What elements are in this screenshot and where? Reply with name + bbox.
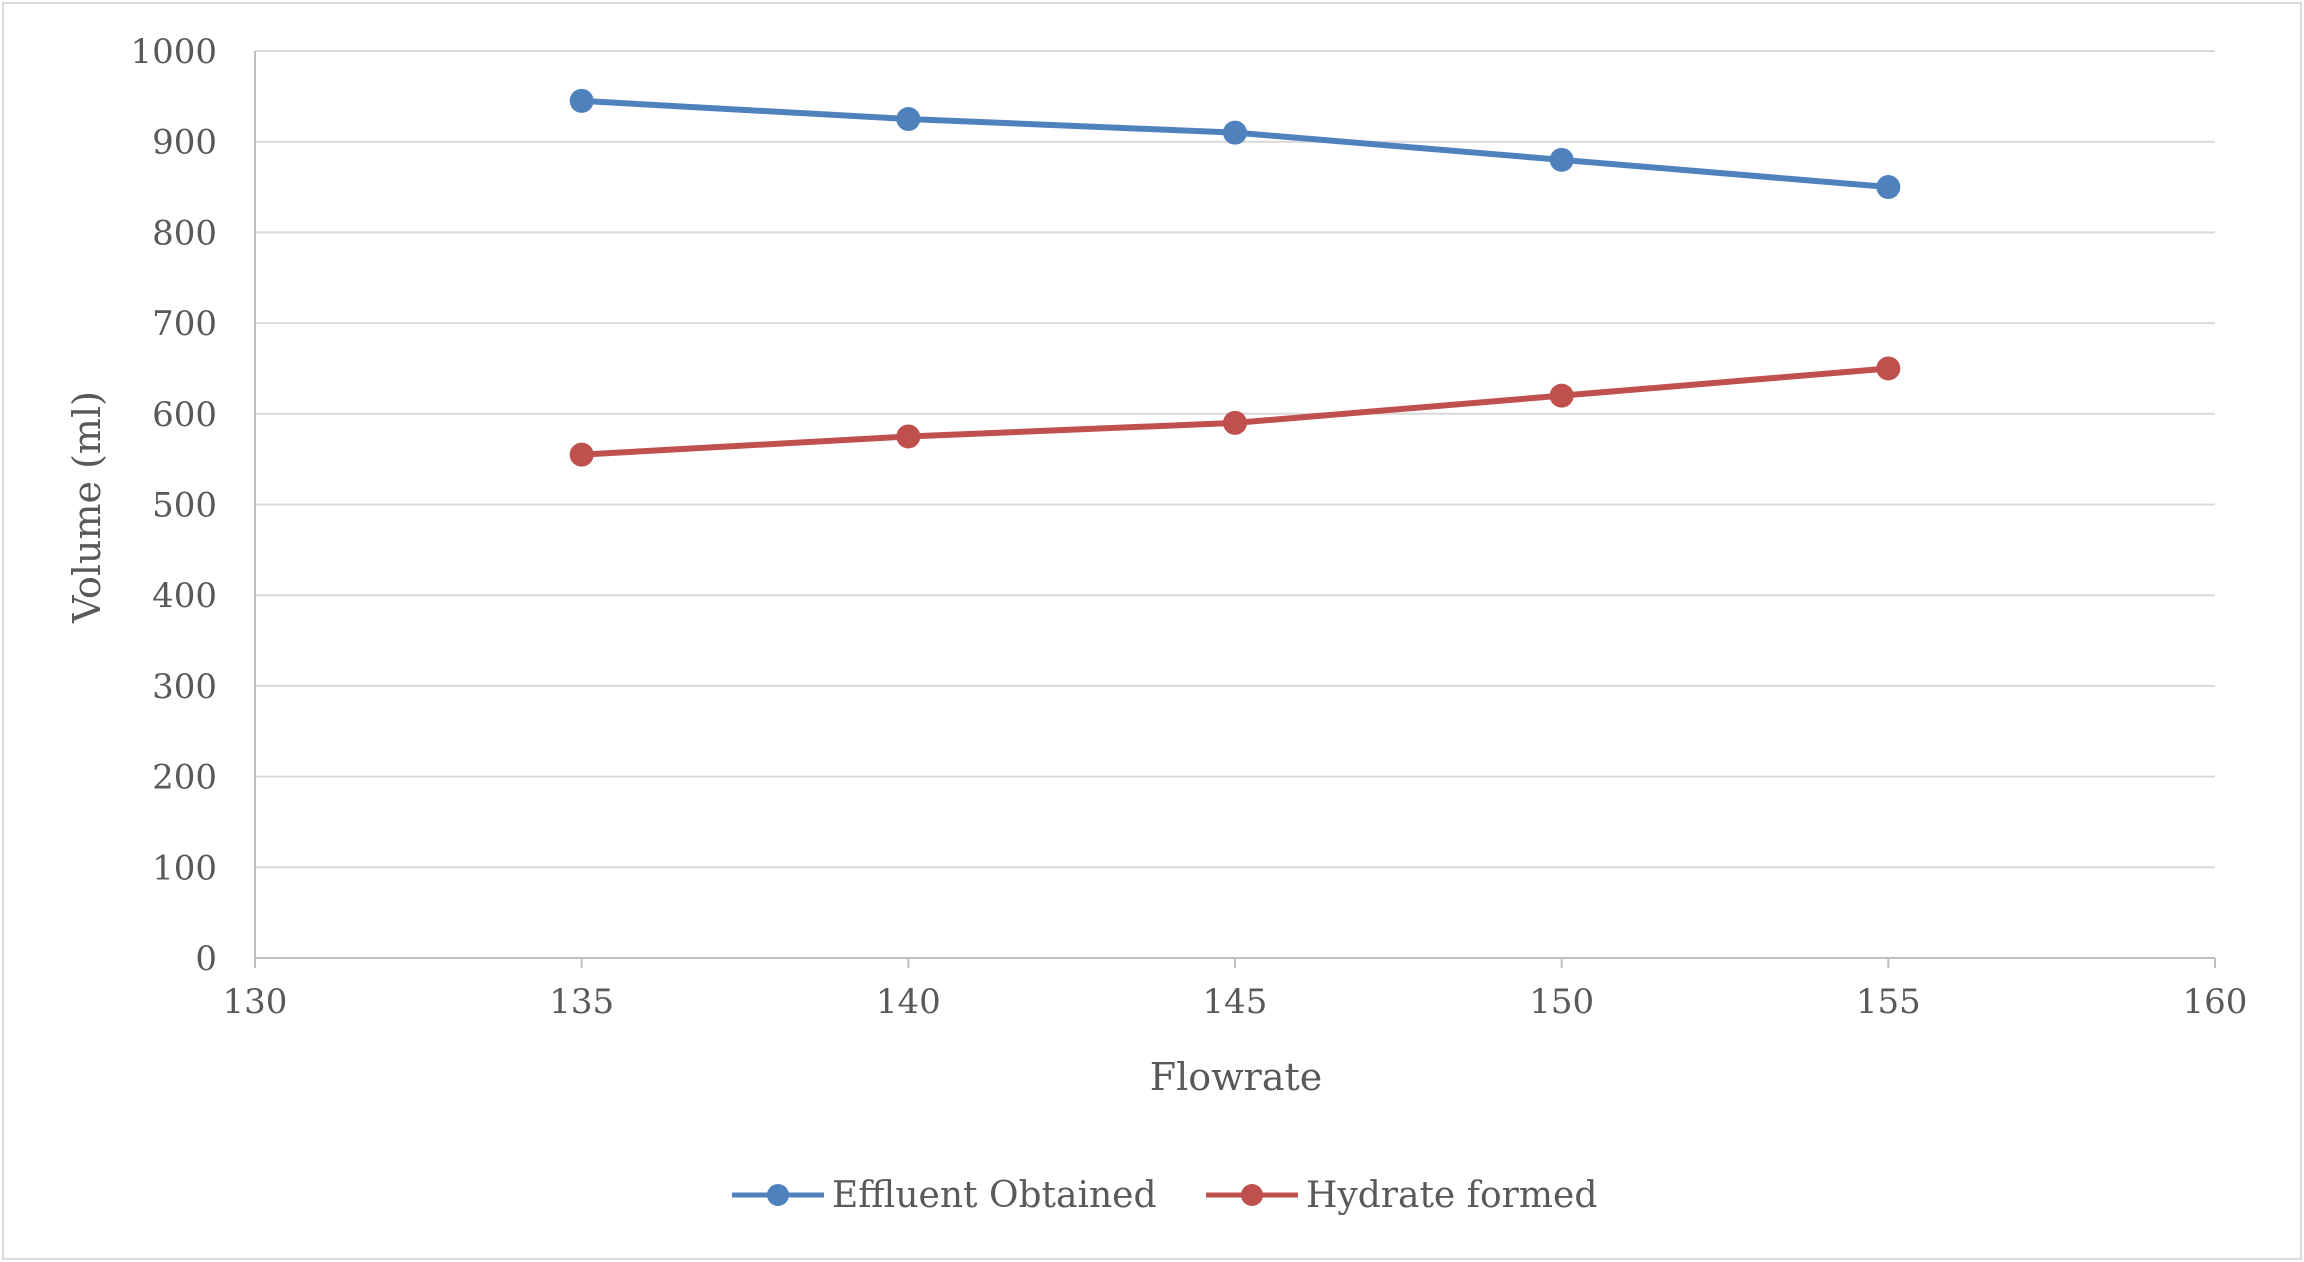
legend-item-effluent-obtained: Effluent Obtained bbox=[732, 1175, 1157, 1216]
data-point-hydrate-formed bbox=[896, 424, 921, 449]
y-tick-label: 900 bbox=[152, 123, 217, 163]
series-lines bbox=[569, 88, 1901, 467]
legend-swatch-marker bbox=[767, 1184, 789, 1206]
legend-label-effluent-obtained: Effluent Obtained bbox=[832, 1175, 1157, 1216]
x-tick-label: 135 bbox=[549, 982, 614, 1022]
axes bbox=[254, 51, 2216, 968]
series-hydrate-formed bbox=[569, 356, 1901, 467]
x-tick-label: 155 bbox=[1856, 982, 1921, 1022]
x-tick-label: 140 bbox=[876, 982, 941, 1022]
y-tick-label: 300 bbox=[152, 667, 217, 707]
data-point-effluent-obtained bbox=[1223, 120, 1247, 145]
y-tick-label: 100 bbox=[152, 848, 217, 888]
x-axis-tick-labels: 130 135 140 145 150 155 160 bbox=[223, 982, 2248, 1022]
x-tick-label: 130 bbox=[223, 982, 288, 1022]
y-tick-label: 200 bbox=[152, 758, 217, 798]
data-point-effluent-obtained bbox=[896, 107, 921, 132]
series-effluent-obtained bbox=[569, 88, 1901, 200]
data-point-effluent-obtained bbox=[1549, 147, 1574, 172]
y-tick-label: 700 bbox=[152, 304, 217, 344]
data-point-hydrate-formed bbox=[1549, 383, 1574, 408]
x-tick-label: 150 bbox=[1529, 982, 1594, 1022]
legend-item-hydrate-formed: Hydrate formed bbox=[1206, 1175, 1597, 1216]
x-tick-label: 160 bbox=[2183, 982, 2248, 1022]
data-point-effluent-obtained bbox=[1876, 175, 1901, 200]
data-point-hydrate-formed bbox=[1876, 356, 1901, 381]
y-tick-label: 400 bbox=[152, 576, 217, 616]
legend-swatch-marker bbox=[1241, 1184, 1263, 1206]
data-point-hydrate-formed bbox=[1223, 410, 1247, 435]
legend: Effluent Obtained Hydrate formed bbox=[732, 1175, 1597, 1216]
legend-label-hydrate-formed: Hydrate formed bbox=[1306, 1175, 1597, 1216]
x-axis-title: Flowrate bbox=[1150, 1055, 1323, 1099]
gridlines bbox=[255, 50, 2215, 869]
y-axis-tick-labels: 0 100 200 300 400 500 600 700 800 900 1000 bbox=[130, 32, 217, 979]
y-tick-label: 1000 bbox=[130, 32, 217, 72]
x-tick-label: 145 bbox=[1203, 982, 1268, 1022]
data-point-hydrate-formed bbox=[569, 442, 594, 467]
y-tick-label: 500 bbox=[152, 486, 217, 526]
y-tick-label: 800 bbox=[152, 213, 217, 253]
y-tick-label: 600 bbox=[152, 395, 217, 435]
y-tick-label: 0 bbox=[195, 939, 217, 979]
data-point-effluent-obtained bbox=[569, 88, 594, 113]
y-axis-title: Volume (ml) bbox=[65, 391, 109, 624]
